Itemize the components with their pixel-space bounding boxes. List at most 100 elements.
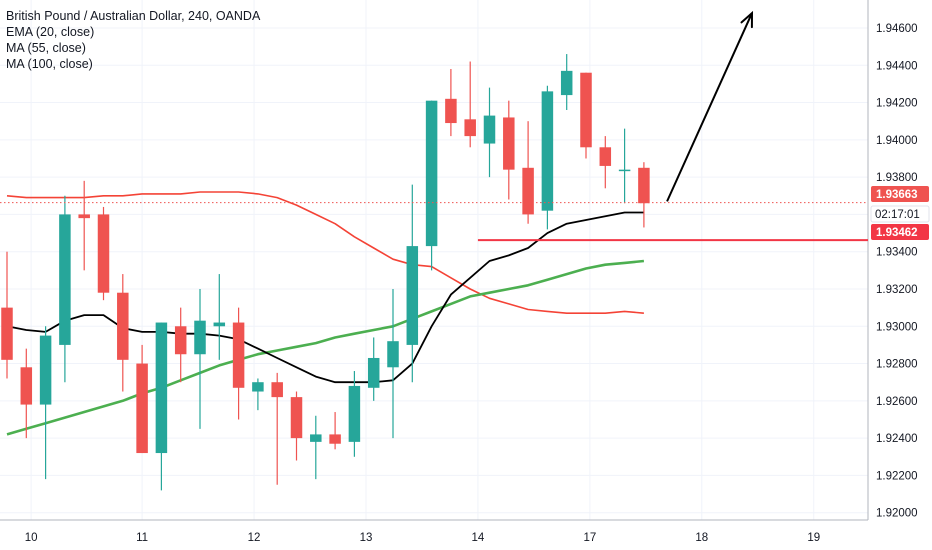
candle-up (155, 322, 168, 491)
trend-arrow-head (740, 10, 754, 29)
candle-body (155, 322, 168, 454)
candles (1, 54, 650, 491)
candle-down (136, 344, 148, 454)
candle-down (580, 72, 592, 159)
candle-body (20, 367, 33, 405)
level-price-badge: 1.93462 (871, 224, 929, 240)
price-tick-label: 1.93800 (876, 172, 918, 184)
candle-body (387, 341, 399, 368)
candle-body (425, 100, 438, 247)
candle-body (445, 98, 457, 124)
price-badges: 1.93663 02:17:01 1.93462 (870, 186, 930, 240)
candle-up (425, 100, 438, 271)
time-tick-label: 12 (248, 532, 261, 544)
last-price-badge: 1.93663 (871, 186, 929, 202)
price-tick-label: 1.94200 (876, 98, 918, 110)
candle-body (213, 322, 226, 327)
candle-body (541, 91, 554, 211)
candle-body (136, 363, 148, 454)
time-tick-label: 13 (360, 532, 373, 544)
candle-down (503, 100, 515, 200)
candle-body (252, 382, 264, 392)
price-tick-label: 1.92600 (876, 396, 918, 408)
ema-legend[interactable]: EMA (20, close) (6, 25, 95, 39)
candle-body (59, 214, 71, 345)
candle-body (271, 382, 283, 398)
candle-body (406, 246, 419, 345)
candle-body (78, 214, 90, 219)
candle-down (464, 61, 476, 148)
candle-body (348, 385, 361, 442)
candle-down (329, 412, 341, 450)
ma55-legend[interactable]: MA (55, close) (6, 41, 86, 55)
candle-up (59, 195, 71, 383)
candle-down (97, 206, 110, 301)
price-tick-label: 1.92400 (876, 433, 918, 445)
candle-up (560, 54, 573, 110)
candle-down (20, 348, 33, 439)
candle-down (271, 372, 283, 485)
candle-down (522, 121, 534, 224)
price-tick-label: 1.93200 (876, 284, 918, 296)
symbol-title[interactable]: British Pound / Australian Dollar, 240, … (6, 9, 261, 23)
candle-down (78, 180, 90, 271)
candle-down (117, 274, 129, 392)
candle-up (39, 326, 52, 480)
price-tick-label: 1.92200 (876, 470, 918, 482)
candle-up (213, 274, 226, 360)
candle-body (117, 292, 129, 360)
candle-down (232, 307, 245, 420)
time-tick-label: 11 (136, 532, 148, 544)
candle-up (406, 184, 419, 383)
price-tick-label: 1.92800 (876, 359, 918, 371)
candle-body (503, 117, 515, 170)
time-axis[interactable]: 10 11 12 13 14 17 18 19 (0, 519, 868, 544)
candle-up (194, 288, 206, 429)
candle-down (1, 251, 13, 379)
candle-body (194, 320, 206, 355)
candle-body (310, 434, 322, 442)
ma100-legend[interactable]: MA (100, close) (6, 57, 93, 71)
candle-up (310, 415, 322, 480)
candle-down (445, 68, 457, 137)
trend-arrow-line (666, 12, 753, 202)
price-tick-label: 1.93000 (876, 321, 918, 333)
candle-body (560, 70, 573, 96)
time-tick-label: 19 (807, 532, 820, 544)
time-tick-label: 14 (472, 532, 485, 544)
candle-up (387, 288, 399, 439)
countdown-badge: 02:17:01 (870, 205, 930, 223)
candle-up (618, 128, 631, 204)
candle-body (638, 167, 650, 204)
candle-up (483, 87, 496, 178)
price-tick-label: 1.92000 (876, 508, 918, 520)
candle-up (348, 371, 361, 457)
price-axis[interactable]: 1.94600 1.94400 1.94200 1.94000 1.93800 1.936… (867, 0, 918, 520)
candle-body (618, 169, 631, 172)
level-price-label: 1.93462 (876, 227, 918, 239)
countdown-label: 02:17:01 (875, 209, 920, 221)
drawings[interactable] (0, 10, 868, 242)
candle-body (232, 322, 245, 388)
price-tick-label: 1.94400 (876, 60, 918, 72)
candle-body (1, 307, 13, 360)
candle-body (483, 115, 496, 144)
ma100-line (6, 191, 644, 315)
candle-up (541, 85, 554, 230)
last-price-label: 1.93663 (876, 189, 918, 201)
candle-body (97, 214, 110, 293)
candle-up (252, 378, 264, 411)
candle-body (290, 397, 303, 439)
price-tick-label: 1.93400 (876, 247, 918, 259)
candle-body (464, 119, 476, 137)
candle-body (174, 326, 187, 355)
candle-down (599, 136, 612, 189)
candle-body (329, 434, 341, 444)
candle-body (599, 147, 612, 166)
candle-down (290, 391, 303, 461)
price-tick-label: 1.94600 (876, 23, 918, 35)
candle-body (580, 72, 592, 148)
chart-legend: British Pound / Australian Dollar, 240, … (6, 8, 260, 72)
time-tick-label: 17 (583, 532, 596, 544)
